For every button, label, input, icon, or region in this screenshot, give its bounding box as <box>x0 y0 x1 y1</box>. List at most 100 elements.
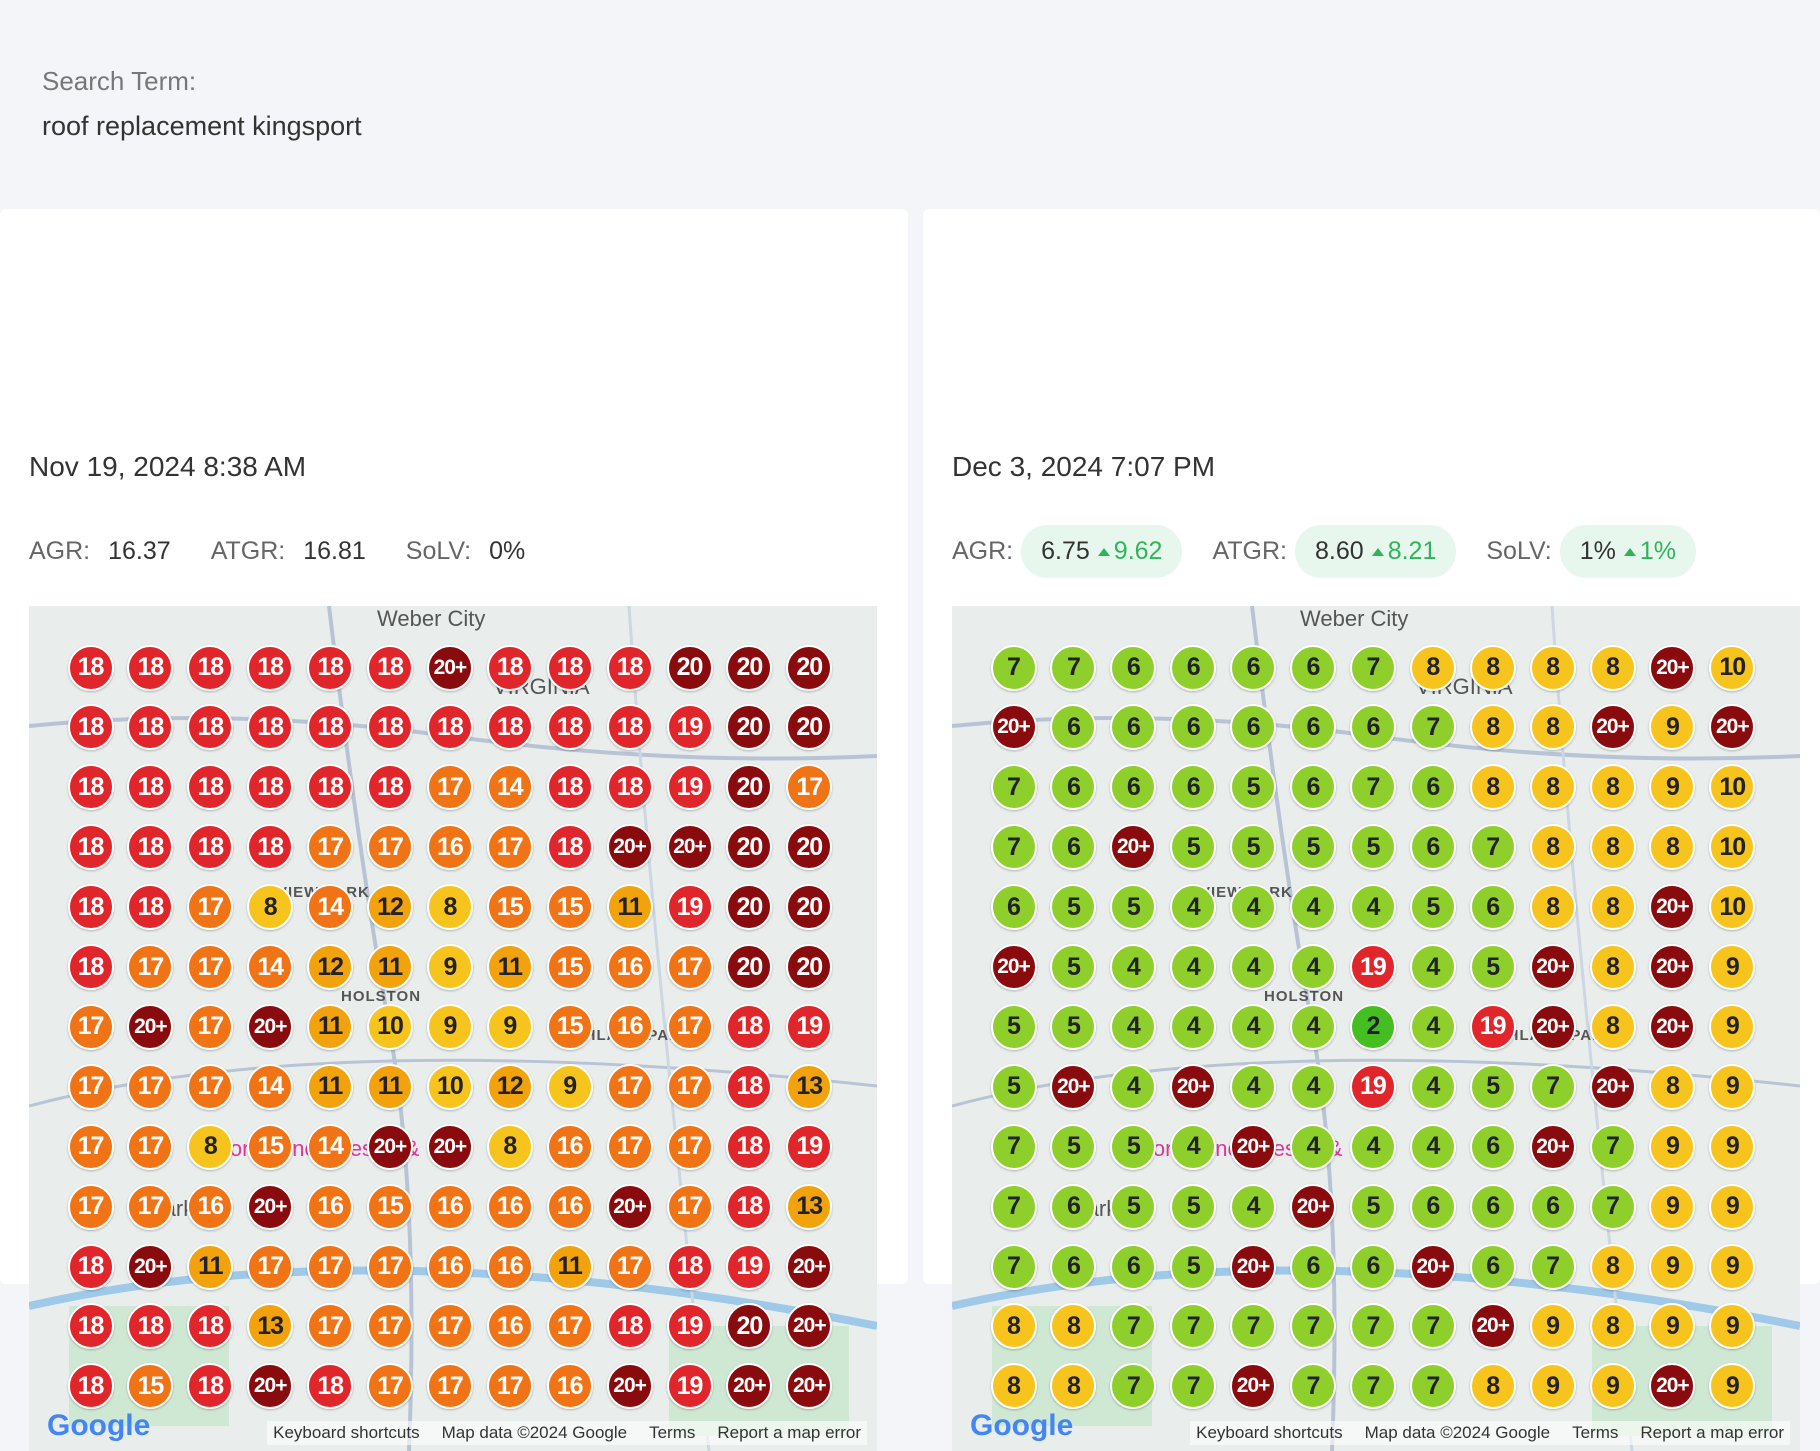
rank-pin[interactable]: 18 <box>67 704 114 751</box>
rank-pin[interactable]: 9 <box>1709 1003 1756 1050</box>
rank-pin[interactable]: 20+ <box>606 1363 653 1410</box>
rank-pin[interactable]: 8 <box>990 1303 1037 1350</box>
rank-pin[interactable]: 7 <box>1469 824 1516 871</box>
rank-pin[interactable]: 7 <box>1589 1183 1636 1230</box>
rank-pin[interactable]: 20+ <box>1230 1123 1277 1170</box>
rank-pin[interactable]: 20 <box>786 884 833 931</box>
rank-pin[interactable]: 4 <box>1409 1003 1456 1050</box>
rank-pin[interactable]: 8 <box>1469 764 1516 811</box>
rank-pin[interactable]: 20+ <box>1469 1303 1516 1350</box>
rank-pin[interactable]: 18 <box>247 644 294 691</box>
rank-pin[interactable]: 20+ <box>990 944 1037 990</box>
rank-pin[interactable]: 17 <box>666 1123 713 1170</box>
map-footer-link[interactable]: Map data ©2024 Google <box>1364 1423 1551 1442</box>
rank-pin[interactable]: 20 <box>786 644 833 691</box>
map-footer-link[interactable]: Keyboard shortcuts <box>273 1423 420 1442</box>
rank-pin[interactable]: 20+ <box>1649 944 1696 990</box>
rank-pin[interactable]: 5 <box>1230 764 1277 811</box>
rank-pin[interactable]: 11 <box>606 884 653 931</box>
rank-pin[interactable]: 5 <box>1469 1063 1516 1110</box>
rank-pin[interactable]: 10 <box>1709 824 1756 871</box>
rank-pin[interactable]: 8 <box>1589 824 1636 871</box>
rank-pin[interactable]: 6 <box>1469 1183 1516 1230</box>
rank-pin[interactable]: 16 <box>606 944 653 990</box>
rank-pin[interactable]: 10 <box>426 1063 473 1110</box>
map-footer-link[interactable]: Keyboard shortcuts <box>1196 1423 1343 1442</box>
rank-pin[interactable]: 5 <box>990 1003 1037 1050</box>
rank-pin[interactable]: 9 <box>1709 1243 1756 1290</box>
rank-pin[interactable]: 17 <box>127 1123 174 1170</box>
rank-pin[interactable]: 4 <box>1409 1123 1456 1170</box>
rank-pin[interactable]: 18 <box>486 644 533 691</box>
rank-pin[interactable]: 8 <box>1589 944 1636 990</box>
rank-pin[interactable]: 10 <box>1709 884 1756 931</box>
map-footer-link[interactable]: Terms <box>1572 1423 1619 1442</box>
rank-pin[interactable]: 18 <box>67 944 114 990</box>
rank-pin[interactable]: 18 <box>67 1303 114 1350</box>
rank-pin[interactable]: 16 <box>486 1183 533 1230</box>
rank-pin[interactable]: 5 <box>1230 824 1277 871</box>
rank-pin[interactable]: 16 <box>187 1183 234 1230</box>
rank-pin[interactable]: 20+ <box>1170 1063 1217 1110</box>
rank-pin[interactable]: 16 <box>546 1183 593 1230</box>
rank-pin[interactable]: 17 <box>187 1063 234 1110</box>
rank-pin[interactable]: 18 <box>67 884 114 931</box>
rank-pin[interactable]: 11 <box>307 1003 354 1050</box>
rank-pin[interactable]: 15 <box>486 884 533 931</box>
rank-pin[interactable]: 8 <box>486 1123 533 1170</box>
rank-pin[interactable]: 4 <box>1349 884 1396 931</box>
rank-pin[interactable]: 18 <box>606 644 653 691</box>
rank-pin[interactable]: 7 <box>1349 1363 1396 1410</box>
rank-pin[interactable]: 17 <box>307 1243 354 1290</box>
rank-pin[interactable]: 18 <box>307 764 354 811</box>
rank-pin[interactable]: 9 <box>1709 1123 1756 1170</box>
rank-pin[interactable]: 20+ <box>1290 1183 1336 1230</box>
rank-pin[interactable]: 16 <box>486 1303 533 1350</box>
rank-pin[interactable]: 17 <box>426 764 473 811</box>
rank-pin[interactable]: 12 <box>307 944 354 990</box>
rank-pin[interactable]: 18 <box>726 1123 773 1170</box>
rank-pin[interactable]: 20+ <box>666 824 713 871</box>
rank-pin[interactable]: 17 <box>606 1123 653 1170</box>
rank-pin[interactable]: 9 <box>426 944 473 990</box>
rank-pin[interactable]: 20+ <box>1649 1003 1696 1050</box>
rank-pin[interactable]: 12 <box>367 884 413 931</box>
rank-pin[interactable]: 18 <box>606 764 653 811</box>
rank-pin[interactable]: 4 <box>1349 1123 1396 1170</box>
rank-pin[interactable]: 20+ <box>1529 1003 1576 1050</box>
rank-pin[interactable]: 18 <box>187 764 234 811</box>
rank-pin[interactable]: 18 <box>726 1063 773 1110</box>
rank-pin[interactable]: 8 <box>426 884 473 931</box>
rank-pin[interactable]: 11 <box>307 1063 354 1110</box>
rank-pin[interactable]: 14 <box>307 884 354 931</box>
rank-pin[interactable]: 4 <box>1170 1003 1217 1050</box>
rank-pin[interactable]: 4 <box>1230 1063 1277 1110</box>
rank-pin[interactable]: 20+ <box>1649 884 1696 931</box>
rank-pin[interactable]: 18 <box>247 824 294 871</box>
rank-pin[interactable]: 5 <box>1050 1003 1097 1050</box>
rank-pin[interactable]: 7 <box>1409 704 1456 751</box>
rank-pin[interactable]: 17 <box>67 1123 114 1170</box>
rank-pin[interactable]: 18 <box>666 1243 713 1290</box>
rank-pin[interactable]: 18 <box>67 764 114 811</box>
rank-pin[interactable]: 6 <box>1290 764 1336 811</box>
rank-pin[interactable]: 20+ <box>990 704 1037 751</box>
rank-pin[interactable]: 9 <box>1529 1363 1576 1410</box>
map-footer-link[interactable]: Report a map error <box>1640 1423 1784 1442</box>
rank-pin[interactable]: 18 <box>486 704 533 751</box>
rank-pin[interactable]: 16 <box>546 1363 593 1410</box>
rank-pin[interactable]: 8 <box>1469 704 1516 751</box>
rank-pin[interactable]: 19 <box>666 1303 713 1350</box>
rank-pin[interactable]: 20 <box>726 824 773 871</box>
rank-pin[interactable]: 6 <box>990 884 1037 931</box>
rank-pin[interactable]: 18 <box>187 704 234 751</box>
rank-pin[interactable]: 10 <box>367 1003 413 1050</box>
rank-pin[interactable]: 20+ <box>1230 1243 1277 1290</box>
rank-pin[interactable]: 15 <box>546 944 593 990</box>
rank-pin[interactable]: 6 <box>1409 1183 1456 1230</box>
rank-pin[interactable]: 8 <box>1649 1063 1696 1110</box>
rank-pin[interactable]: 8 <box>1649 824 1696 871</box>
rank-pin[interactable]: 8 <box>1409 644 1456 691</box>
rank-pin[interactable]: 17 <box>67 1183 114 1230</box>
rank-pin[interactable]: 8 <box>990 1363 1037 1410</box>
